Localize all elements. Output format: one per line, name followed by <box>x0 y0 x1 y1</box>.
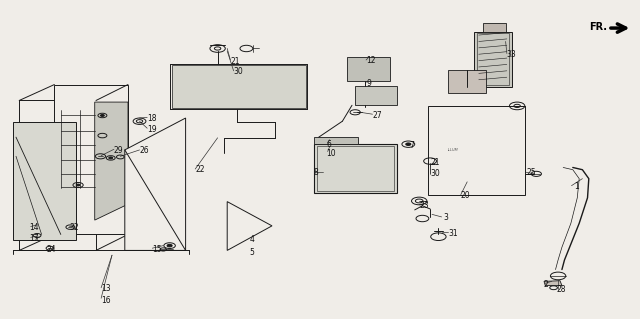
Polygon shape <box>314 144 397 193</box>
Text: 12: 12 <box>366 56 376 65</box>
Text: 5: 5 <box>250 248 255 256</box>
Text: 21: 21 <box>430 158 440 167</box>
Circle shape <box>109 157 113 159</box>
Text: 20: 20 <box>461 191 470 200</box>
Polygon shape <box>13 122 76 240</box>
Circle shape <box>406 143 411 145</box>
Circle shape <box>167 244 172 247</box>
Text: 17: 17 <box>29 234 38 243</box>
Polygon shape <box>544 281 562 286</box>
Text: 31: 31 <box>448 229 458 238</box>
Polygon shape <box>314 137 358 144</box>
Text: 24: 24 <box>46 245 56 254</box>
Text: 18: 18 <box>147 114 157 123</box>
Text: 15: 15 <box>152 245 162 254</box>
Polygon shape <box>355 86 397 105</box>
Text: 32: 32 <box>69 223 79 232</box>
Text: 22: 22 <box>195 165 205 174</box>
Text: 26: 26 <box>140 146 149 155</box>
Polygon shape <box>428 106 525 195</box>
Polygon shape <box>172 65 306 108</box>
Text: 23: 23 <box>419 201 429 210</box>
Polygon shape <box>19 100 96 250</box>
Text: ILLUM: ILLUM <box>448 148 459 152</box>
Polygon shape <box>347 57 390 81</box>
Text: 8: 8 <box>314 168 318 177</box>
Text: 1: 1 <box>574 182 579 191</box>
Polygon shape <box>474 32 512 87</box>
Text: 28: 28 <box>557 285 566 294</box>
Text: 25: 25 <box>526 168 536 177</box>
Text: 13: 13 <box>101 284 111 293</box>
Polygon shape <box>125 118 186 250</box>
Text: 30: 30 <box>234 67 243 76</box>
Text: 4: 4 <box>250 235 255 244</box>
Text: 30: 30 <box>430 169 440 178</box>
Polygon shape <box>227 202 272 250</box>
Text: 21: 21 <box>230 57 240 66</box>
Circle shape <box>100 115 104 116</box>
Text: 7: 7 <box>410 141 415 150</box>
Text: 19: 19 <box>147 125 157 134</box>
Text: 6: 6 <box>326 140 332 149</box>
Text: 9: 9 <box>367 79 372 88</box>
Text: 10: 10 <box>326 149 336 158</box>
Text: 29: 29 <box>114 146 124 155</box>
Text: 16: 16 <box>101 296 111 305</box>
Text: 3: 3 <box>444 213 449 222</box>
Text: 27: 27 <box>372 111 382 120</box>
Polygon shape <box>95 102 128 220</box>
Text: 33: 33 <box>507 50 516 59</box>
Text: 14: 14 <box>29 223 38 232</box>
Circle shape <box>76 184 80 186</box>
Polygon shape <box>54 85 128 234</box>
Polygon shape <box>483 23 506 32</box>
Polygon shape <box>448 70 486 93</box>
Text: 2: 2 <box>544 280 548 289</box>
Text: FR.: FR. <box>589 22 607 32</box>
